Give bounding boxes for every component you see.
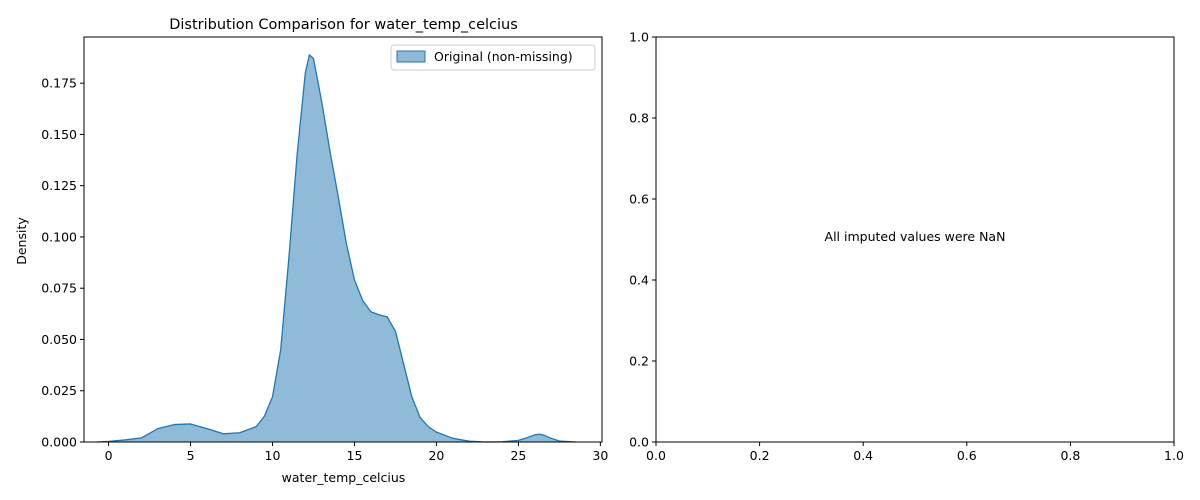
y-tick-label: 0.175 [41,76,77,91]
density-chart: Distribution Comparison for water_temp_c… [14,17,608,485]
x-tick-label: 0.0 [646,448,666,463]
y-tick-label: 0.100 [41,229,77,244]
y-tick-label: 0.075 [41,281,77,296]
y-tick-label: 0.4 [629,273,649,288]
y-tick-label: 0.8 [629,111,649,126]
x-tick-label: 0.2 [750,448,770,463]
legend-swatch [396,50,426,63]
y-tick-label: 0.050 [41,332,77,347]
y-tick-label: 0.2 [629,354,649,369]
axes-frame [655,36,1175,443]
x-tick-label: 20 [428,448,444,463]
y-tick-label: 0.025 [41,383,77,398]
density-area [97,54,576,443]
plot-area: 0 5 10 15 20 25 30 0.000 0.025 0.050 0.075 0.100 0.1… [41,36,608,463]
y-tick-label: 0.150 [41,127,77,142]
legend-frame [390,44,596,71]
legend: Original (non-missing) [390,44,596,71]
y-tick-label: 0.000 [41,435,77,450]
x-tick-label: 1.0 [1164,448,1184,463]
x-axis-label: water_temp_celcius [282,470,406,485]
plot-area: 0.0 0.2 0.4 0.6 0.8 1.0 0.0 0.2 0.4 0.6 0.8 1.0 [629,30,1184,464]
x-tick-label: 25 [510,448,526,463]
chart-title: Distribution Comparison for water_temp_c… [169,17,518,33]
x-tick-label: 0.6 [957,448,977,463]
annotation-text: All imputed values were NaN [825,229,1006,244]
x-tick-label: 0 [105,448,113,463]
x-tick-label: 5 [187,448,195,463]
y-tick-label: 0.6 [629,192,649,207]
empty-imputed-chart: 0.0 0.2 0.4 0.6 0.8 1.0 0.0 0.2 0.4 0.6 0.8 1.0 All… [629,30,1184,464]
x-tick-label: 0.8 [1060,448,1080,463]
y-tick-label: 1.0 [629,30,649,45]
axes-frame [83,36,603,443]
x-tick-label: 15 [347,448,363,463]
x-tick-label: 0.4 [853,448,873,463]
y-tick-label: 0.0 [629,435,649,450]
y-tick-label: 0.125 [41,178,77,193]
legend-label: Original (non-missing) [434,49,573,64]
x-tick-label: 30 [592,448,608,463]
x-tick-label: 10 [265,448,281,463]
density-line [97,54,576,443]
y-axis-label: Density [14,217,29,265]
